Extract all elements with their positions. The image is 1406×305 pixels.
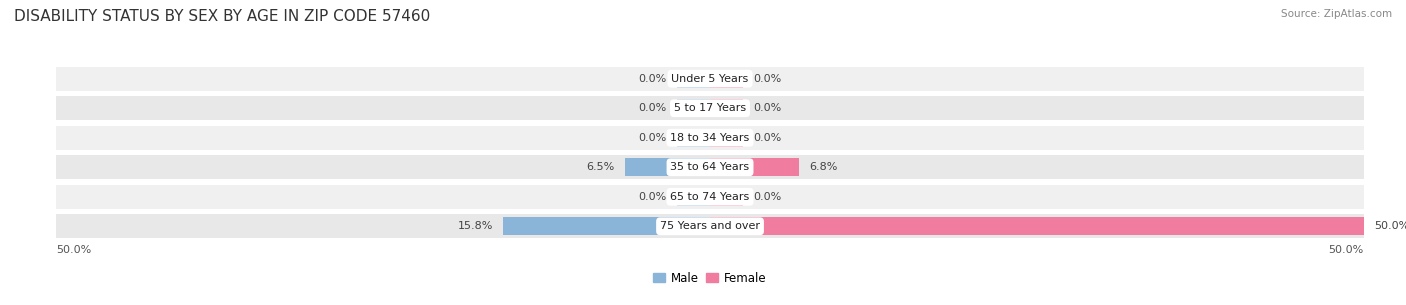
Bar [56,126,1364,150]
Text: 50.0%: 50.0% [56,245,91,255]
Text: 0.0%: 0.0% [638,103,666,113]
Bar [710,99,742,117]
Bar [56,96,1364,120]
Text: 0.0%: 0.0% [754,192,782,202]
Text: 50.0%: 50.0% [1374,221,1406,231]
Bar [626,158,710,176]
Text: 6.8%: 6.8% [810,162,838,172]
Text: 0.0%: 0.0% [754,74,782,84]
Bar [710,158,799,176]
Text: 0.0%: 0.0% [754,103,782,113]
Bar [678,70,710,88]
Bar [56,155,1364,179]
Bar [56,214,1364,239]
Text: DISABILITY STATUS BY SEX BY AGE IN ZIP CODE 57460: DISABILITY STATUS BY SEX BY AGE IN ZIP C… [14,9,430,24]
Bar [678,129,710,147]
Bar [710,188,742,206]
Bar [678,99,710,117]
Bar [56,185,1364,209]
Text: 0.0%: 0.0% [638,133,666,143]
Text: Under 5 Years: Under 5 Years [672,74,748,84]
Text: 65 to 74 Years: 65 to 74 Years [671,192,749,202]
Bar [710,70,742,88]
Legend: Male, Female: Male, Female [648,267,772,289]
Bar [678,188,710,206]
Text: 0.0%: 0.0% [754,133,782,143]
Text: 50.0%: 50.0% [1329,245,1364,255]
Text: 35 to 64 Years: 35 to 64 Years [671,162,749,172]
Text: 15.8%: 15.8% [457,221,494,231]
Bar [56,66,1364,91]
Text: 18 to 34 Years: 18 to 34 Years [671,133,749,143]
Text: Source: ZipAtlas.com: Source: ZipAtlas.com [1281,9,1392,19]
Text: 5 to 17 Years: 5 to 17 Years [673,103,747,113]
Text: 75 Years and over: 75 Years and over [659,221,761,231]
Bar [710,217,1364,235]
Bar [710,129,742,147]
Bar [503,217,710,235]
Text: 0.0%: 0.0% [638,74,666,84]
Text: 0.0%: 0.0% [638,192,666,202]
Text: 6.5%: 6.5% [586,162,614,172]
